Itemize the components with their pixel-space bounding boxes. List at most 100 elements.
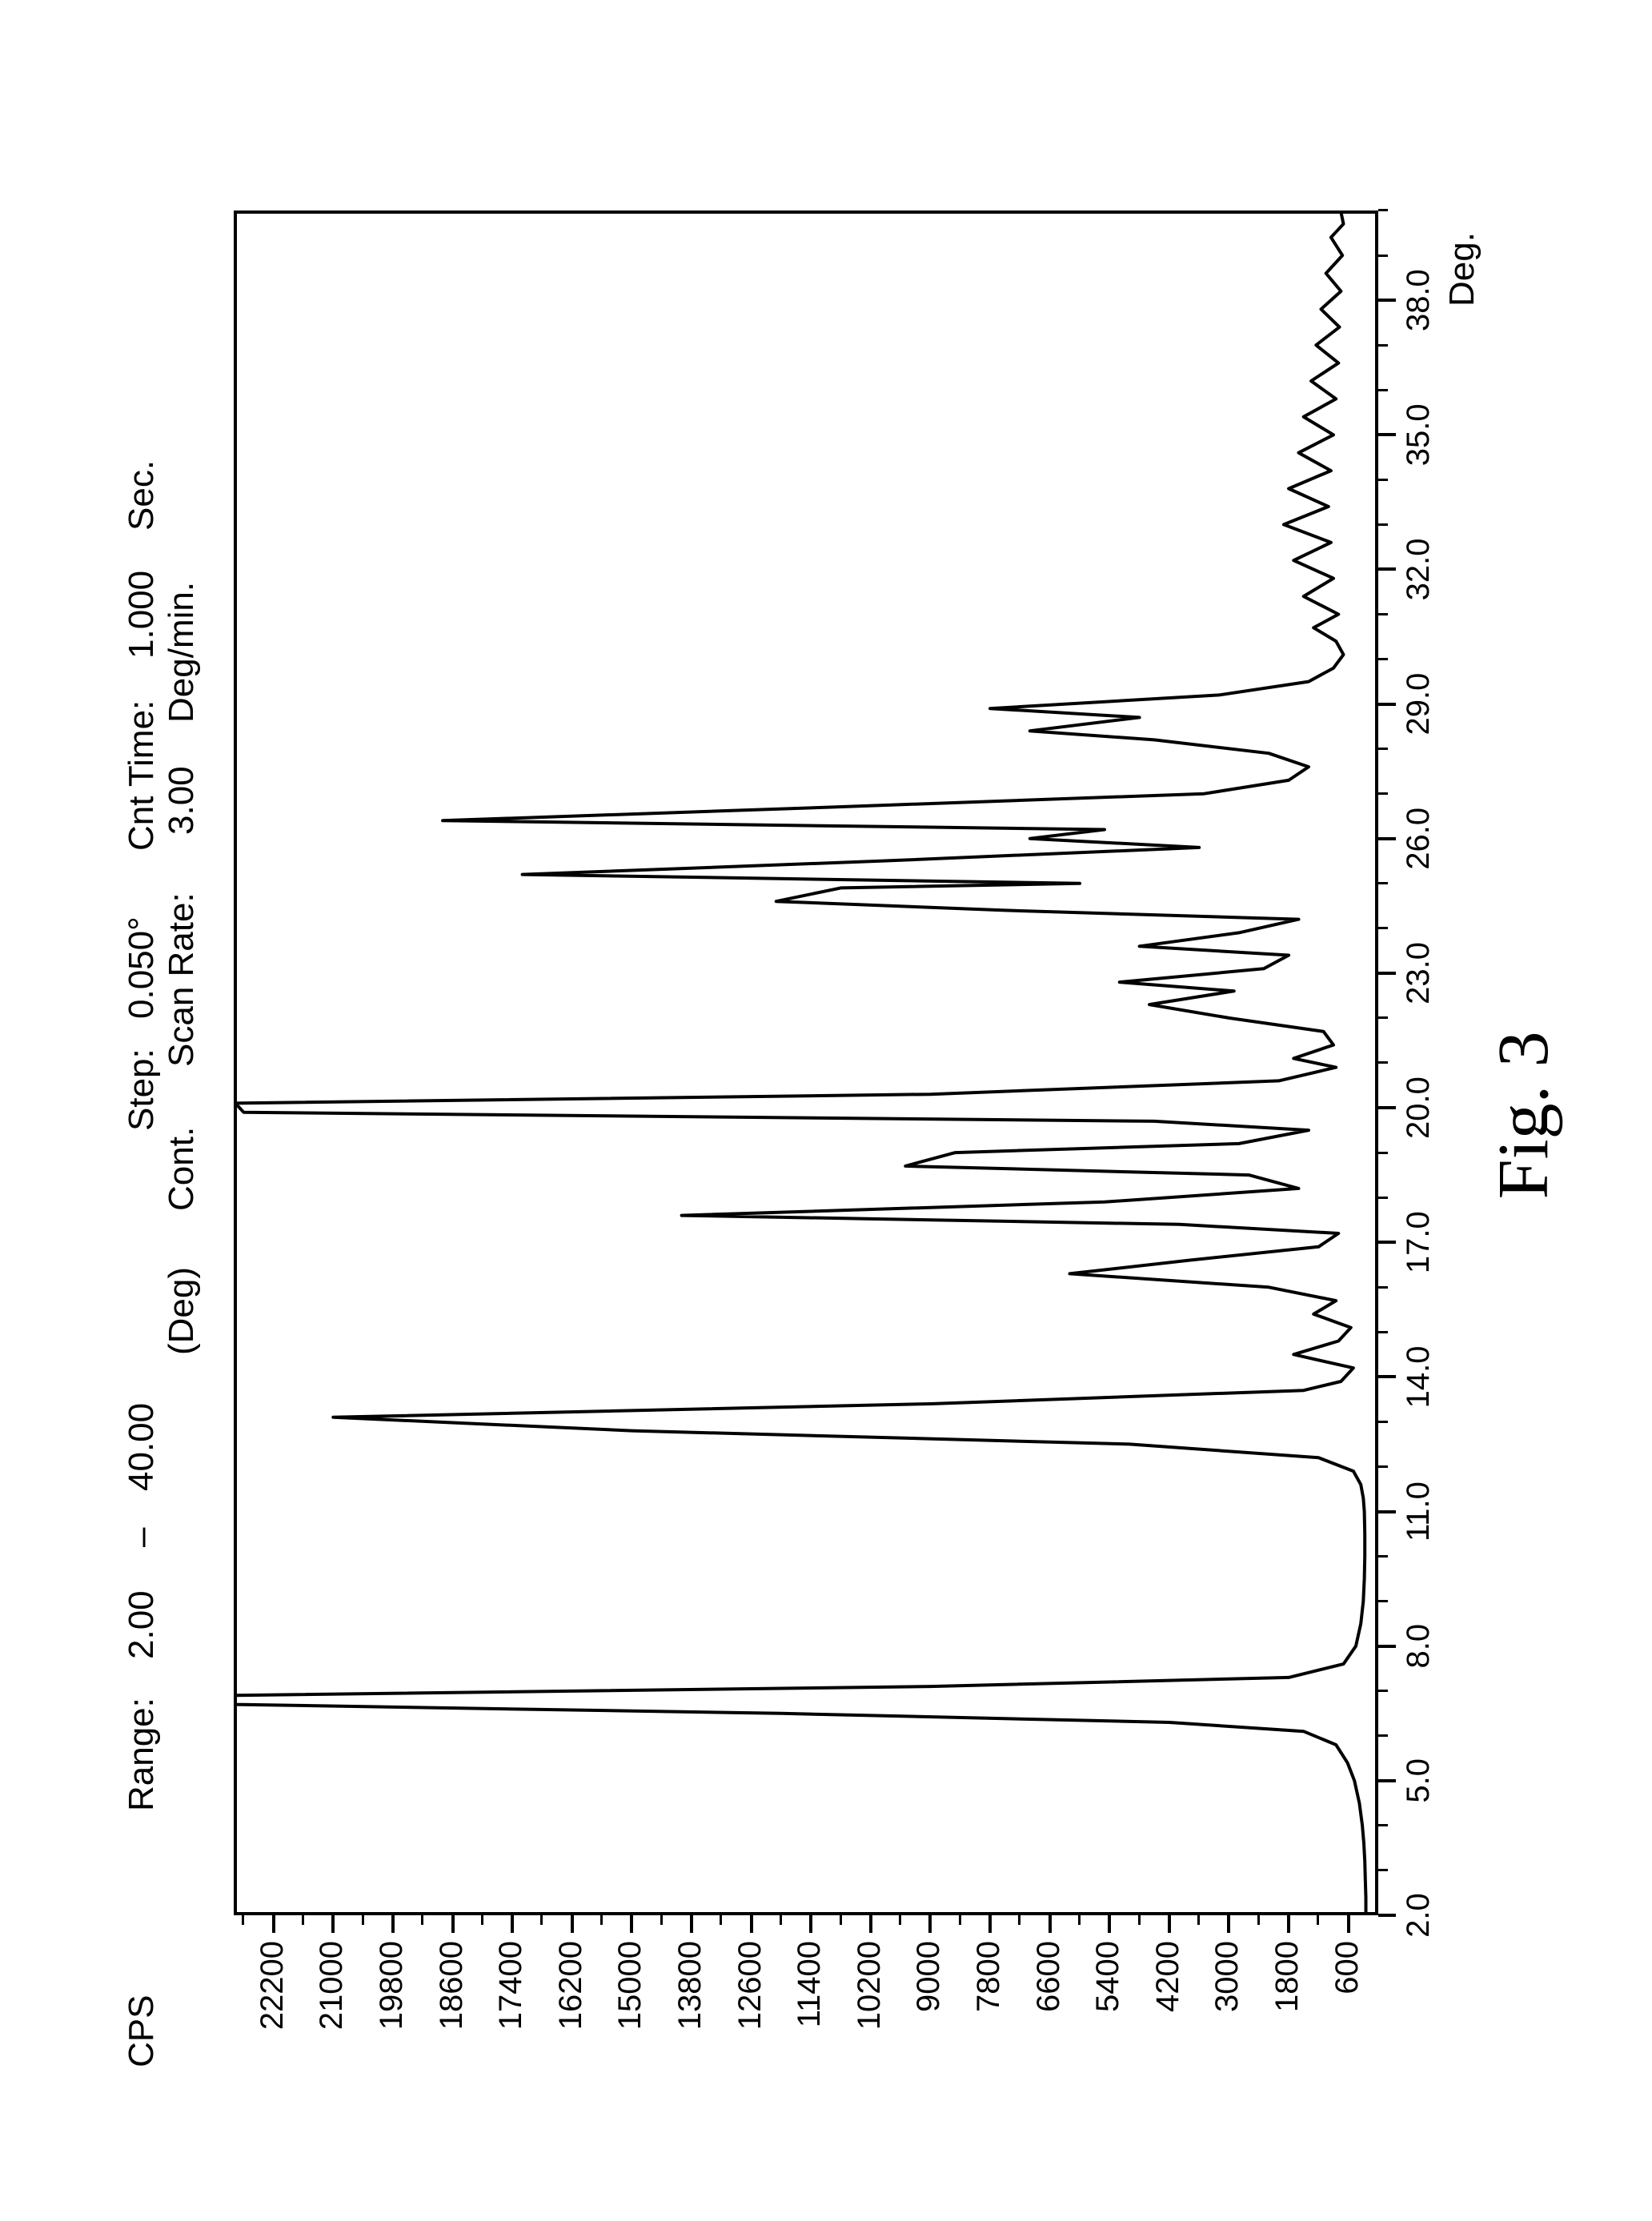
y-tick-minor	[1197, 1915, 1200, 1925]
x-tick-minor	[1378, 1734, 1388, 1737]
y-tick-major	[1049, 1915, 1052, 1933]
x-tick-major	[1378, 1914, 1396, 1917]
x-tick-major	[1378, 837, 1396, 840]
y-tick-label: 22200	[255, 1941, 291, 2030]
y-tick-major	[1227, 1915, 1230, 1933]
y-tick-major	[331, 1915, 335, 1933]
y-tick-label: 21000	[314, 1941, 350, 2030]
x-tick-minor	[1378, 1331, 1388, 1333]
y-tick-label: 13800	[672, 1941, 708, 2030]
y-tick-label: 1800	[1269, 1941, 1305, 2012]
x-tick-label: 35.0	[1401, 399, 1437, 471]
y-tick-label: 15000	[612, 1941, 648, 2030]
y-tick-major	[571, 1915, 574, 1933]
x-tick-minor	[1378, 882, 1388, 884]
y-tick-label: 4200	[1150, 1941, 1186, 2012]
x-tick-major	[1378, 1779, 1396, 1782]
x-tick-label: 23.0	[1401, 937, 1437, 1009]
y-tick-label: 9000	[911, 1941, 947, 2012]
x-tick-minor	[1378, 1197, 1388, 1199]
y-tick-minor	[840, 1915, 842, 1925]
x-tick-minor	[1378, 523, 1388, 526]
y-tick-major	[1168, 1915, 1171, 1933]
x-tick-minor	[1378, 1555, 1388, 1558]
x-tick-minor	[1378, 1824, 1388, 1826]
y-tick-major	[451, 1915, 455, 1933]
x-tick-minor	[1378, 1286, 1388, 1289]
y-tick-major	[750, 1915, 753, 1933]
x-tick-minor	[1378, 1421, 1388, 1423]
x-tick-minor	[1378, 479, 1388, 481]
x-tick-major	[1378, 299, 1396, 302]
x-tick-minor	[1378, 1062, 1388, 1064]
x-axis-label: Deg.	[1442, 232, 1482, 307]
y-tick-minor	[302, 1915, 304, 1925]
y-tick-label: 6600	[1031, 1941, 1067, 2012]
x-tick-label: 20.0	[1401, 1072, 1437, 1144]
y-tick-major	[809, 1915, 812, 1933]
x-tick-minor	[1378, 792, 1388, 795]
y-tick-major	[988, 1915, 992, 1933]
y-tick-minor	[600, 1915, 603, 1925]
y-tick-label: 10200	[852, 1941, 888, 2030]
y-tick-label: 17400	[493, 1941, 529, 2030]
y-tick-minor	[1317, 1915, 1319, 1925]
xrd-chart: CPS Range: 2.00 – 40.00 (Deg) Step: 0.05…	[98, 154, 1554, 2155]
x-tick-major	[1378, 703, 1396, 706]
x-tick-minor	[1378, 1600, 1388, 1602]
y-tick-label: 600	[1329, 1941, 1365, 1994]
x-tick-major	[1378, 1645, 1396, 1648]
x-tick-minor	[1378, 1690, 1388, 1692]
x-tick-label: 38.0	[1401, 264, 1437, 336]
x-tick-minor	[1378, 1869, 1388, 1871]
x-tick-major	[1378, 1241, 1396, 1244]
x-tick-label: 5.0	[1401, 1745, 1437, 1817]
x-tick-minor	[1378, 344, 1388, 347]
x-tick-minor	[1378, 389, 1388, 391]
y-tick-major	[690, 1915, 693, 1933]
y-tick-minor	[780, 1915, 782, 1925]
y-tick-major	[511, 1915, 514, 1933]
x-tick-major	[1378, 1375, 1396, 1378]
y-tick-minor	[1257, 1915, 1260, 1925]
y-tick-major	[1347, 1915, 1350, 1933]
y-tick-major	[391, 1915, 395, 1933]
x-tick-minor	[1378, 748, 1388, 750]
y-tick-major	[272, 1915, 275, 1933]
y-tick-label: 3000	[1209, 1941, 1245, 2012]
x-tick-label: 8.0	[1401, 1610, 1437, 1682]
x-tick-major	[1378, 567, 1396, 571]
x-tick-label: 17.0	[1401, 1206, 1437, 1278]
y-tick-major	[869, 1915, 872, 1933]
x-tick-label: 26.0	[1401, 803, 1437, 875]
x-tick-label: 11.0	[1401, 1476, 1437, 1548]
x-tick-minor	[1378, 1152, 1388, 1154]
x-tick-major	[1378, 433, 1396, 436]
y-tick-major	[1108, 1915, 1111, 1933]
y-tick-minor	[1078, 1915, 1081, 1925]
y-tick-major	[630, 1915, 633, 1933]
x-tick-minor	[1378, 927, 1388, 929]
y-tick-label: 5400	[1090, 1941, 1126, 2012]
page-root: CPS Range: 2.00 – 40.00 (Deg) Step: 0.05…	[0, 0, 1652, 2221]
x-tick-minor	[1378, 1016, 1388, 1019]
y-tick-label: 18600	[434, 1941, 470, 2030]
figure-caption: Fig. 3	[1482, 1031, 1565, 1199]
x-tick-minor	[1378, 1465, 1388, 1468]
y-tick-major	[928, 1915, 932, 1933]
y-tick-minor	[540, 1915, 543, 1925]
x-tick-minor	[1378, 255, 1388, 257]
y-tick-label: 7800	[971, 1941, 1007, 2012]
y-tick-minor	[242, 1915, 244, 1925]
x-tick-minor	[1378, 613, 1388, 615]
y-tick-minor	[1018, 1915, 1020, 1925]
x-tick-minor	[1378, 210, 1388, 212]
y-tick-minor	[421, 1915, 423, 1925]
x-tick-label: 32.0	[1401, 533, 1437, 605]
x-tick-label: 14.0	[1401, 1341, 1437, 1413]
x-tick-major	[1378, 1510, 1396, 1513]
y-tick-label: 16200	[553, 1941, 589, 2030]
y-tick-minor	[720, 1915, 722, 1925]
diffraction-trace	[98, 154, 1554, 2155]
x-tick-minor	[1378, 658, 1388, 660]
